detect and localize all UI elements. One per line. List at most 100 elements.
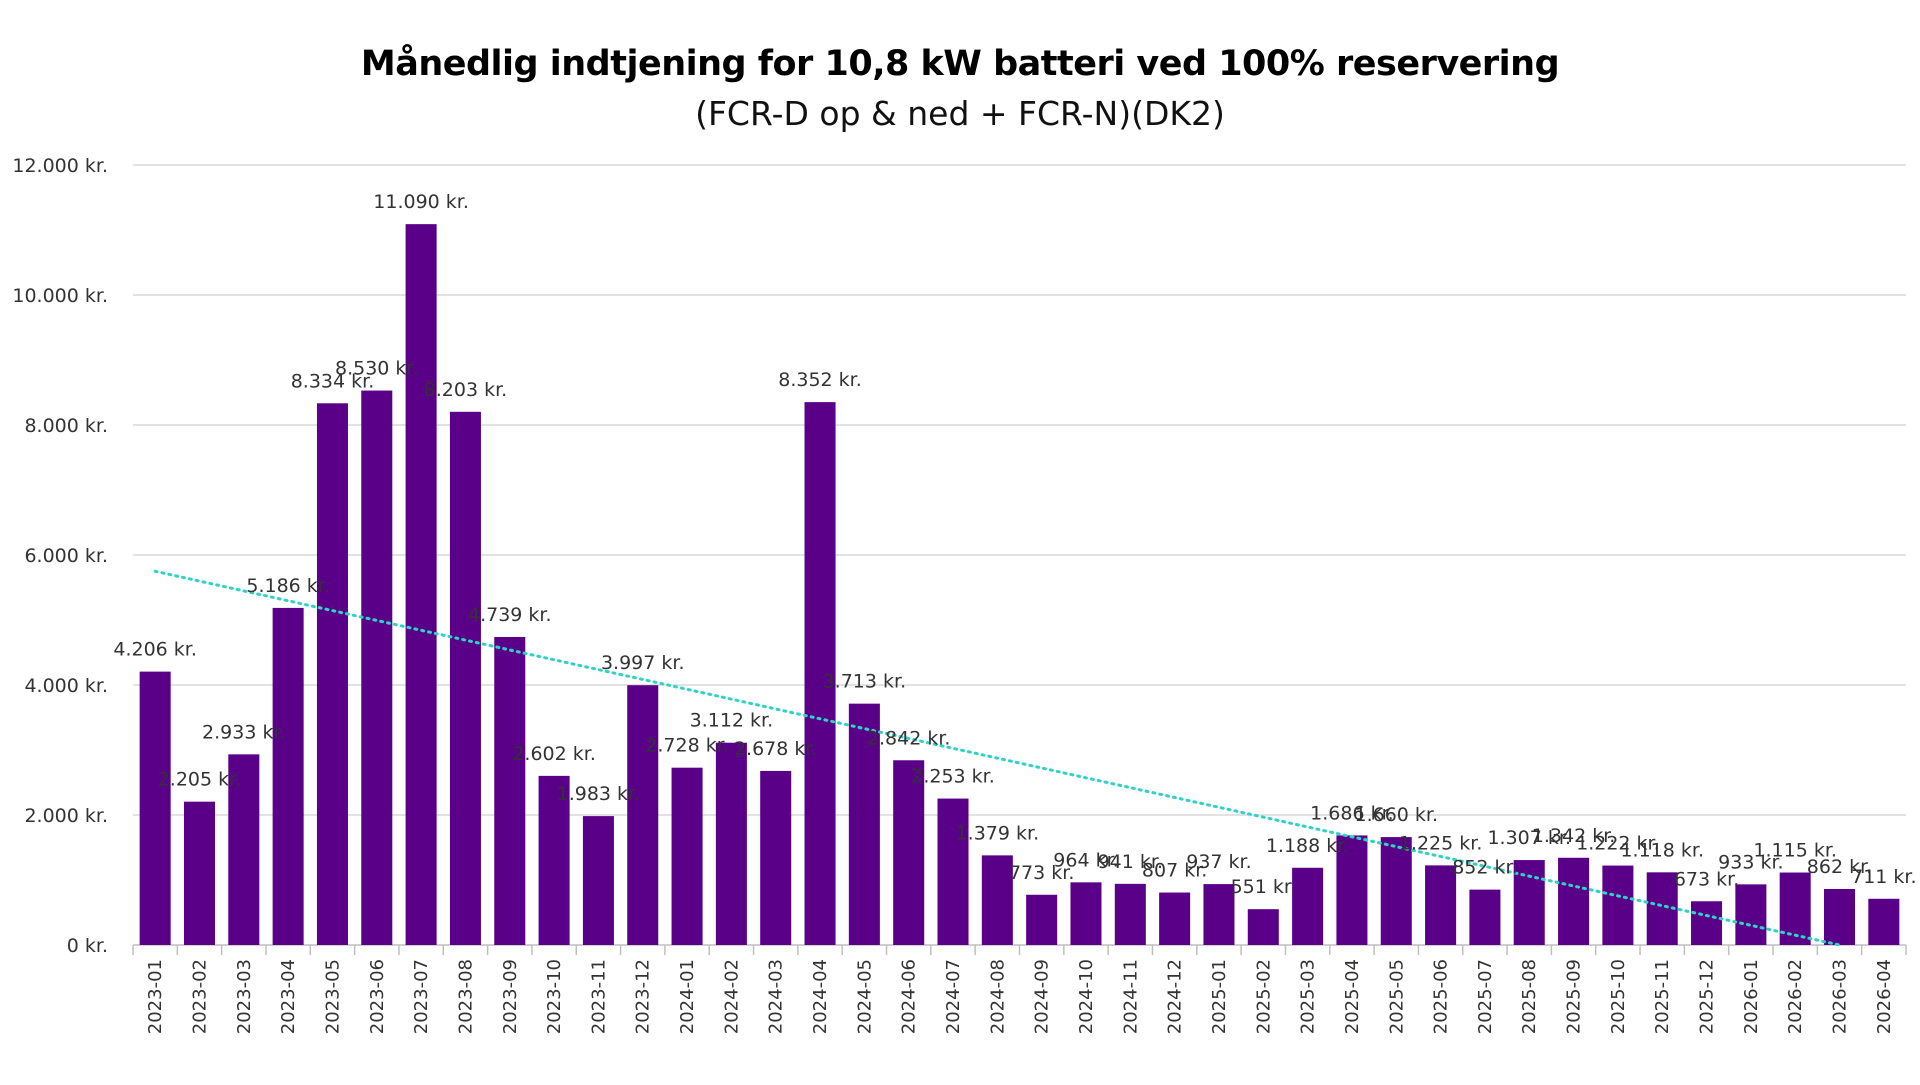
x-tick-label: 2024-11 <box>1120 959 1141 1034</box>
data-label: 673 kr. <box>1674 868 1739 890</box>
data-label: 711 kr. <box>1851 866 1916 888</box>
data-label: 1.660 kr. <box>1354 804 1438 826</box>
bar <box>1513 860 1545 945</box>
data-label: 551 kr. <box>1231 876 1296 898</box>
y-tick-label: 12.000 kr. <box>12 155 108 177</box>
data-label: 852 kr. <box>1452 857 1517 879</box>
bar <box>981 855 1013 945</box>
data-label: 2.678 kr. <box>734 738 818 760</box>
bar <box>1026 894 1058 945</box>
x-tick-label: 2026-04 <box>1874 959 1895 1034</box>
bar <box>405 224 437 945</box>
x-tick-label: 2025-06 <box>1431 959 1452 1034</box>
data-label: 2.728 kr. <box>645 735 729 757</box>
data-label: 5.186 kr. <box>246 575 330 597</box>
data-label: 1.188 kr. <box>1266 835 1350 857</box>
bar <box>848 703 880 945</box>
bar <box>139 671 171 945</box>
y-tick-label: 10.000 kr. <box>12 285 108 307</box>
x-tick-label: 2024-07 <box>943 959 964 1034</box>
x-tick-label: 2023-05 <box>322 959 343 1034</box>
data-label: 8.203 kr. <box>424 379 508 401</box>
data-label: 11.090 kr. <box>373 191 469 213</box>
bar <box>1469 889 1501 945</box>
bar <box>449 411 481 945</box>
data-label: 773 kr. <box>1009 862 1074 884</box>
data-label: 807 kr. <box>1142 860 1207 882</box>
data-label: 3.713 kr. <box>823 671 907 693</box>
data-label: 8.334 kr. <box>291 370 375 392</box>
data-label: 4.206 kr. <box>113 639 197 661</box>
x-tick-label: 2023-07 <box>411 959 432 1034</box>
bar <box>1292 867 1324 945</box>
x-tick-label: 2023-04 <box>278 959 299 1034</box>
bar <box>361 390 393 945</box>
bar <box>715 742 747 945</box>
data-label: 8.530 kr. <box>335 358 419 380</box>
bar <box>1380 837 1412 945</box>
data-label: 862 kr. <box>1807 856 1872 878</box>
x-tick-label: 2026-01 <box>1741 959 1762 1034</box>
x-tick-label: 2025-04 <box>1342 959 1363 1034</box>
x-tick-label: 2026-03 <box>1830 959 1851 1034</box>
data-label: 3.997 kr. <box>601 652 685 674</box>
x-tick-label: 2023-02 <box>189 959 210 1034</box>
bar <box>1159 892 1191 945</box>
data-label: 8.352 kr. <box>778 369 862 391</box>
chart-subtitle: (FCR-D op & ned + FCR-N)(DK2) <box>695 94 1225 133</box>
bar <box>494 636 526 945</box>
x-tick-label: 2024-12 <box>1165 959 1186 1034</box>
bar <box>671 767 703 945</box>
y-tick-label: 0 kr. <box>67 935 108 957</box>
data-label: 1.379 kr. <box>956 822 1040 844</box>
data-label: 1.307 kr. <box>1487 827 1571 849</box>
x-tick-label: 2024-10 <box>1076 959 1097 1034</box>
data-label: 1.118 kr. <box>1620 839 1704 861</box>
bar <box>1114 883 1146 945</box>
bar <box>1203 884 1235 945</box>
x-tick-label: 2023-09 <box>500 959 521 1034</box>
data-label: 1.225 kr. <box>1399 832 1483 854</box>
x-tick-label: 2025-09 <box>1564 959 1585 1034</box>
bar <box>1823 888 1856 945</box>
data-label: 1.222 kr. <box>1576 833 1660 855</box>
data-label: 1.342 kr. <box>1532 825 1616 847</box>
data-label: 964 kr. <box>1053 849 1118 871</box>
bar <box>1558 857 1590 945</box>
bar <box>1425 865 1457 945</box>
data-label: 1.686 kr. <box>1310 802 1394 824</box>
bar <box>316 403 348 945</box>
x-tick-label: 2024-03 <box>766 959 787 1034</box>
data-label: 2.602 kr. <box>512 743 596 765</box>
y-tick-label: 8.000 kr. <box>24 415 108 437</box>
data-label: 1.115 kr. <box>1753 840 1837 862</box>
y-tick-label: 4.000 kr. <box>24 675 108 697</box>
x-tick-label: 2024-09 <box>1032 959 1053 1034</box>
bar <box>1602 865 1634 945</box>
x-tick-label: 2024-02 <box>721 959 742 1034</box>
x-tick-label: 2025-08 <box>1519 959 1540 1034</box>
x-tick-label: 2025-12 <box>1697 959 1718 1034</box>
bar <box>1336 835 1368 945</box>
bar <box>627 685 659 945</box>
x-tick-label: 2024-08 <box>987 959 1008 1034</box>
x-tick-label: 2025-01 <box>1209 959 1230 1034</box>
bar <box>1691 901 1723 945</box>
data-label: 2.205 kr. <box>158 769 242 791</box>
x-tick-label: 2024-05 <box>854 959 875 1034</box>
x-tick-label: 2023-10 <box>544 959 565 1034</box>
x-tick-label: 2023-12 <box>633 959 654 1034</box>
bar <box>538 775 570 945</box>
x-tick-label: 2024-04 <box>810 959 831 1034</box>
bar <box>760 770 792 945</box>
data-label: 937 kr. <box>1186 851 1251 873</box>
data-label: 2.253 kr. <box>911 766 995 788</box>
x-tick-label: 2024-01 <box>677 959 698 1034</box>
data-label: 1.983 kr. <box>557 783 641 805</box>
y-tick-label: 6.000 kr. <box>24 545 108 567</box>
x-tick-label: 2026-02 <box>1785 959 1806 1034</box>
x-tick-label: 2025-03 <box>1298 959 1319 1034</box>
bar <box>1070 882 1102 945</box>
data-label: 4.739 kr. <box>468 604 552 626</box>
